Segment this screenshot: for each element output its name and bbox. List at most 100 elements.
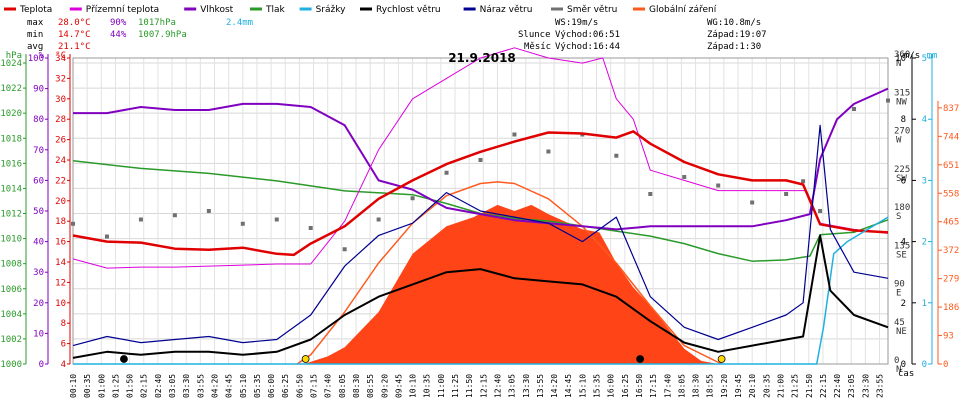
humidity-line xyxy=(73,87,889,231)
dir-tick-label: 0 xyxy=(894,356,899,366)
x-tick-label: 12:40 xyxy=(493,374,502,398)
c-axis-tick-label: 14 xyxy=(55,258,66,268)
sun-rise: Východ:06:51 xyxy=(555,30,620,40)
x-tick-label: 06:50 xyxy=(295,374,304,398)
c-axis-tick-label: 18 xyxy=(55,217,66,227)
c-axis-tick-label: 6 xyxy=(61,340,66,350)
dir-name-label: NE xyxy=(896,327,907,337)
x-tick-label: 19:45 xyxy=(734,374,743,398)
pct-axis-tick-label: 90 xyxy=(33,85,44,95)
mm-tick-label: 2 xyxy=(922,238,927,248)
x-tick-label: 23:30 xyxy=(861,374,870,398)
wind-direction-point xyxy=(104,234,109,239)
c-axis-tick-label: 26 xyxy=(55,136,66,146)
wind-direction-point xyxy=(376,217,381,222)
x-tick-label: 18:55 xyxy=(706,374,715,398)
c-axis-tick-label: 24 xyxy=(55,156,66,166)
wind-direction-point xyxy=(138,217,143,222)
c-axis-tick-label: 34 xyxy=(55,54,66,64)
hpa-axis-tick-label: 1014 xyxy=(0,184,22,194)
hpa-axis-tick-label: 1010 xyxy=(0,235,22,245)
temperature-line xyxy=(72,130,889,257)
c-axis-tick-label: 32 xyxy=(55,74,66,84)
x-tick-label: 20:10 xyxy=(748,374,757,398)
moon-rise: Východ:16:44 xyxy=(555,42,620,52)
x-tick-label: 23:05 xyxy=(847,374,856,398)
wm-tick-label: 837 xyxy=(943,104,959,114)
dir-name-label: N xyxy=(896,365,901,375)
x-tick-label: 18:05 xyxy=(677,374,686,398)
x-tick-label: 02:15 xyxy=(140,374,149,398)
moon-set: Západ:1:30 xyxy=(707,42,761,52)
x-tick-label: 18:30 xyxy=(692,374,701,398)
x-tick-label: 11:50 xyxy=(465,374,474,398)
wind-direction-point xyxy=(750,200,755,205)
dir-name-label: SE xyxy=(896,250,907,260)
wind-direction-point xyxy=(852,107,857,111)
x-axis: 00:10 00:35 01:00 01:25 01:50 02:15 02:40 03:05… xyxy=(69,368,914,398)
ground-temperature-line xyxy=(72,47,889,269)
x-tick-label: 08:05 xyxy=(338,374,347,398)
stat-min-press: 1007.9hPa xyxy=(138,30,187,40)
sunrise-marker xyxy=(301,355,310,363)
ms-tick-label: 10 xyxy=(895,54,906,64)
x-tick-label: 07:15 xyxy=(310,374,319,398)
x-tick-label: 03:05 xyxy=(168,374,177,398)
wind-direction-point xyxy=(784,192,789,196)
wind-direction-point xyxy=(71,221,75,226)
x-tick-label: 06:25 xyxy=(281,374,290,398)
x-tick-label: 22:40 xyxy=(833,374,842,398)
c-axis-tick-label: 12 xyxy=(55,278,66,288)
wind-direction-point xyxy=(172,213,177,218)
dir-tick-label: 45 xyxy=(894,318,905,328)
mm-tick-label: 5 xyxy=(922,54,927,64)
dir-name-label: S xyxy=(896,212,901,222)
solar-radiation-area xyxy=(73,204,888,364)
hpa-axis-tick-label: 1004 xyxy=(0,310,22,320)
x-tick-label: 17:15 xyxy=(649,374,658,398)
moon-set-marker xyxy=(120,355,128,363)
pct-axis-tick-label: 100 xyxy=(28,54,44,64)
stat-rain-total: 2.4mm xyxy=(226,18,253,28)
wind-direction-point xyxy=(478,158,483,162)
wind-direction-point xyxy=(444,170,449,175)
x-tick-label: 04:20 xyxy=(210,374,219,398)
dir-tick-label: 270 xyxy=(894,127,910,137)
pct-axis-tick-label: 40 xyxy=(33,238,44,248)
wind-gust-max: WG:10.8m/s xyxy=(707,18,761,28)
wind-direction-point xyxy=(512,132,517,137)
mm-tick-label: 3 xyxy=(922,176,927,186)
chart-legend: Teplota Přízemní teplota Vlhkost Tlak Srážky… xyxy=(4,5,717,15)
clear-sky-radiation-line xyxy=(296,181,722,365)
pct-axis-tick-label: 20 xyxy=(33,299,44,309)
chart-axes: 1000100210041006100810101012101410161018… xyxy=(0,50,959,375)
x-tick-label: 06:00 xyxy=(267,374,276,398)
c-axis-tick-label: 22 xyxy=(55,176,66,186)
stats-block: max 28.0°C 90% 1017hPa 2.4mm min 14.7°C … xyxy=(27,18,253,52)
c-axis-title: °C xyxy=(55,51,66,61)
x-tick-label: 14:45 xyxy=(564,374,573,398)
stat-avg-label: avg xyxy=(27,42,43,52)
wm-tick-label: 93 xyxy=(943,332,954,342)
legend-label: Náraz větru xyxy=(480,5,533,15)
rain-line xyxy=(73,216,889,365)
x-tick-label: 22:15 xyxy=(819,374,828,398)
mm-tick-label: 1 xyxy=(922,299,927,309)
ms-axis-title: m/s xyxy=(904,51,920,61)
hpa-axis-tick-label: 1000 xyxy=(0,360,22,370)
stat-min-label: min xyxy=(27,30,43,40)
chart-date-title: 21.9.2018 xyxy=(448,51,516,65)
ms-tick-label: 2 xyxy=(901,299,906,309)
x-tick-label: 13:05 xyxy=(508,374,517,398)
hpa-axis-title: hPa xyxy=(6,51,22,61)
dir-tick-label: 180 xyxy=(894,203,910,213)
legend-label: Směr větru xyxy=(567,5,617,15)
dir-name-label: NW xyxy=(896,97,907,107)
mm-tick-label: 0 xyxy=(922,360,927,370)
pct-axis-tick-label: 50 xyxy=(33,207,44,217)
c-axis-tick-label: 30 xyxy=(55,95,66,105)
hpa-axis-tick-label: 1024 xyxy=(0,59,22,69)
x-tick-label: 23:55 xyxy=(876,374,885,398)
pct-axis-tick-label: 60 xyxy=(33,176,44,186)
